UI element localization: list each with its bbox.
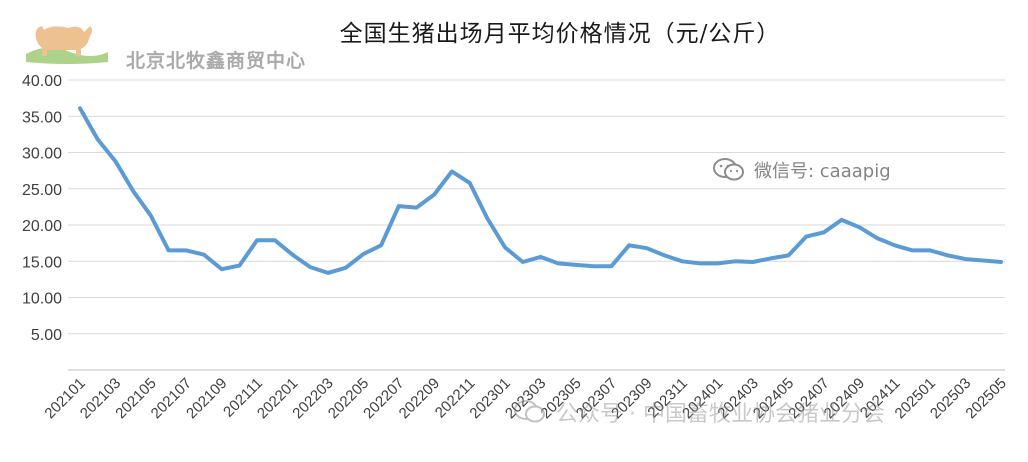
y-tick-label: 15.00 (22, 254, 62, 271)
wechat-icon (712, 157, 746, 183)
wechat-icon (512, 399, 548, 425)
y-tick-label: 35.00 (22, 109, 62, 126)
y-tick-label: 25.00 (22, 182, 62, 199)
y-tick-label: 30.00 (22, 146, 62, 163)
company-watermark-text: 北京北牧鑫商贸中心 (126, 46, 306, 73)
x-tick-label: 202505 (962, 375, 1009, 422)
y-tick-label: 5.00 (31, 327, 62, 344)
x-tick-label: 202209 (396, 375, 443, 422)
official-account-text: 公众号 · 中国畜牧业协会猪业分会 (556, 396, 885, 428)
x-tick-label: 202109 (183, 375, 230, 422)
series-line (80, 108, 1001, 273)
wechat-watermark: 微信号: caaapig (712, 157, 891, 183)
series-layer (80, 108, 1001, 273)
bull-logo-icon (18, 16, 113, 68)
y-tick-label: 20.00 (22, 218, 62, 235)
wechat-watermark-text: 微信号: caaapig (754, 157, 891, 183)
official-account-watermark: 公众号 · 中国畜牧业协会猪业分会 (512, 396, 885, 428)
y-axis-ticks: 5.00 10.00 15.00 20.00 25.00 30.00 35.00 40.00 (22, 73, 62, 344)
gridlines (68, 80, 1005, 370)
y-tick-label: 40.00 (22, 73, 62, 90)
company-watermark: 北京北牧鑫商贸中心 (18, 16, 378, 72)
y-tick-label: 10.00 (22, 291, 62, 308)
